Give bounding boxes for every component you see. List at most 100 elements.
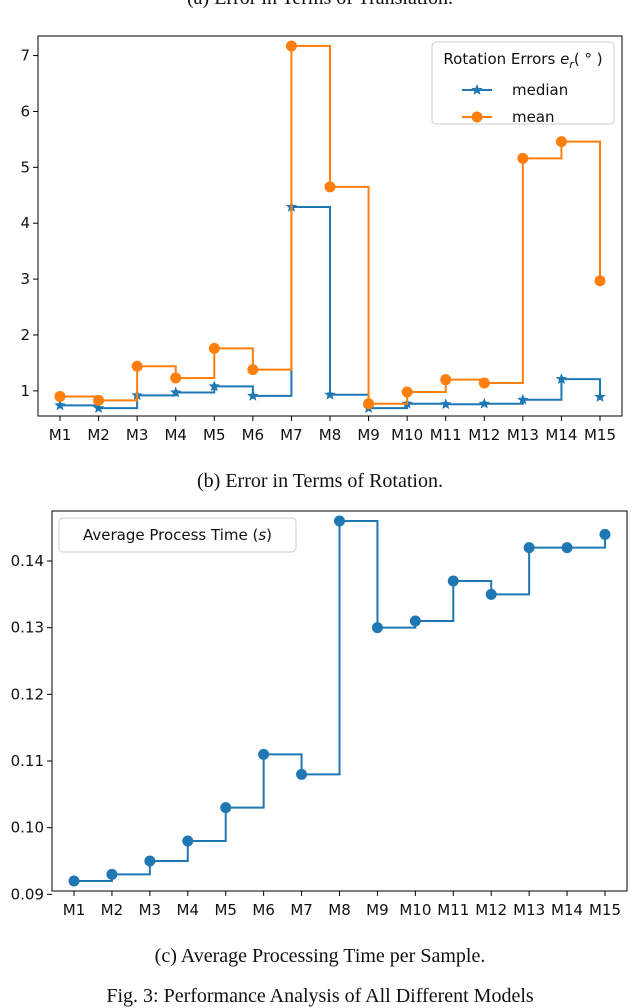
- x-tick-label: M14: [551, 901, 583, 919]
- y-tick-label: 6: [20, 102, 30, 120]
- data-point-circle: [561, 542, 573, 554]
- data-point-star: [54, 399, 66, 411]
- rotation-error-chart: 1 2 3 4 5 6 7 M1 M2 M3 M4 M5 M6 M7 M8 M9 M10 M11 M12 M13 M14…: [20, 35, 623, 444]
- data-point-star: [324, 388, 336, 400]
- data-point-circle: [247, 364, 259, 376]
- data-point-circle: [296, 768, 308, 780]
- y-tick-label: 0.10: [11, 819, 44, 837]
- data-point-circle: [144, 855, 156, 867]
- data-point-star: [517, 393, 529, 405]
- y-tick-label: 0.12: [11, 685, 44, 703]
- x-tick-label: M6: [252, 901, 275, 919]
- x-tick-label: M8: [328, 901, 351, 919]
- x-tick-label: M13: [507, 426, 539, 444]
- y-tick-label: 0.14: [11, 552, 44, 570]
- data-point-circle: [594, 275, 606, 287]
- caption-a: (a) Error in Terms of Translation.: [0, 0, 640, 10]
- data-point-star: [170, 386, 182, 398]
- x-tick-label: M15: [584, 426, 616, 444]
- x-tick-label: M4: [164, 426, 187, 444]
- series-line-average: [74, 520, 606, 882]
- x-tick-label: M5: [203, 426, 226, 444]
- x-tick-label: M2: [87, 426, 110, 444]
- x-tick-label: M15: [589, 901, 621, 919]
- data-point-circle: [131, 360, 143, 372]
- x-tick-label: M3: [139, 901, 162, 919]
- data-point-circle: [285, 40, 297, 52]
- x-tick-label: M6: [242, 426, 265, 444]
- data-point-circle: [363, 398, 375, 410]
- y-tick-label: 0.11: [11, 752, 44, 770]
- series-line-median: [60, 206, 601, 410]
- data-point-circle: [334, 515, 345, 527]
- data-point-circle: [599, 528, 611, 540]
- x-tick-label: M5: [214, 901, 237, 919]
- y-tick-label: 2: [20, 326, 30, 344]
- legend: Average Process Time (s): [58, 517, 297, 553]
- legend-box: [58, 517, 297, 553]
- legend-title: Rotation Errors er( ° ): [443, 50, 602, 71]
- x-tick-label: M9: [357, 426, 380, 444]
- legend-title: Average Process Time (s): [83, 526, 272, 544]
- y-tick-label: 0.09: [11, 885, 44, 903]
- data-point-circle: [220, 802, 232, 814]
- x-tick-label: M1: [49, 426, 72, 444]
- y-tick-label: 7: [20, 47, 30, 65]
- data-point-circle: [208, 342, 220, 354]
- legend: Rotation Errors er( ° ) median mean: [431, 41, 615, 126]
- legend-marker-star: [471, 84, 483, 95]
- x-tick-label: M14: [545, 426, 577, 444]
- data-point-circle: [68, 875, 80, 887]
- data-point-star: [478, 397, 490, 409]
- data-point-circle: [447, 575, 459, 587]
- x-tick-label: M7: [290, 901, 313, 919]
- data-point-star: [247, 389, 259, 401]
- legend-box: [431, 41, 615, 125]
- data-point-circle: [485, 588, 497, 600]
- data-point-circle: [555, 136, 567, 148]
- y-tick-label: 3: [20, 270, 30, 288]
- y-tick-label: 0.13: [11, 619, 44, 637]
- legend-marker-circle: [471, 111, 483, 123]
- y-tick-label: 5: [20, 158, 30, 176]
- x-tick-label: M4: [177, 901, 200, 919]
- caption-c: (c) Average Processing Time per Sample.: [154, 945, 486, 967]
- x-tick-label: M1: [63, 901, 86, 919]
- data-point-circle: [54, 390, 66, 402]
- x-tick-label: M11: [437, 901, 469, 919]
- data-point-circle: [170, 372, 182, 384]
- x-tick-label: M10: [391, 426, 423, 444]
- data-point-circle: [440, 374, 452, 386]
- data-point-circle: [324, 181, 336, 193]
- caption-b: (b) Error in Terms of Rotation.: [197, 470, 443, 492]
- x-tick-label: M12: [475, 901, 507, 919]
- x-tick-label: M3: [126, 426, 149, 444]
- data-point-circle: [401, 386, 413, 398]
- data-point-circle: [523, 542, 535, 554]
- x-tick-label: M8: [319, 426, 342, 444]
- data-point-star: [440, 398, 452, 410]
- x-tick-label: M11: [430, 426, 462, 444]
- data-point-star: [208, 380, 220, 392]
- x-tick-label: M10: [399, 901, 431, 919]
- x-tick-label: M2: [101, 901, 124, 919]
- x-tick-label: M7: [280, 426, 303, 444]
- data-point-circle: [106, 868, 118, 880]
- data-point-circle: [517, 152, 529, 164]
- x-tick-label: M12: [468, 426, 500, 444]
- data-point-circle: [182, 835, 194, 847]
- data-point-circle: [93, 394, 105, 406]
- y-tick-label: 4: [20, 214, 30, 232]
- data-point-star: [594, 391, 606, 402]
- data-point-circle: [371, 622, 383, 634]
- x-tick-label: M9: [366, 901, 389, 919]
- y-tick-label: 1: [20, 382, 30, 400]
- figure-caption: Fig. 3: Performance Analysis of All Diff…: [106, 985, 534, 1007]
- legend-label-median: median: [512, 81, 568, 99]
- legend-label-mean: mean: [512, 108, 555, 126]
- process-time-chart: 0.09 0.10 0.11 0.12 0.13 0.14 M1 M2 M3 M4 M5 M6 M7 M8…: [11, 510, 628, 919]
- data-point-circle: [258, 748, 270, 760]
- x-tick-label: M13: [513, 901, 545, 919]
- data-point-star: [555, 373, 568, 384]
